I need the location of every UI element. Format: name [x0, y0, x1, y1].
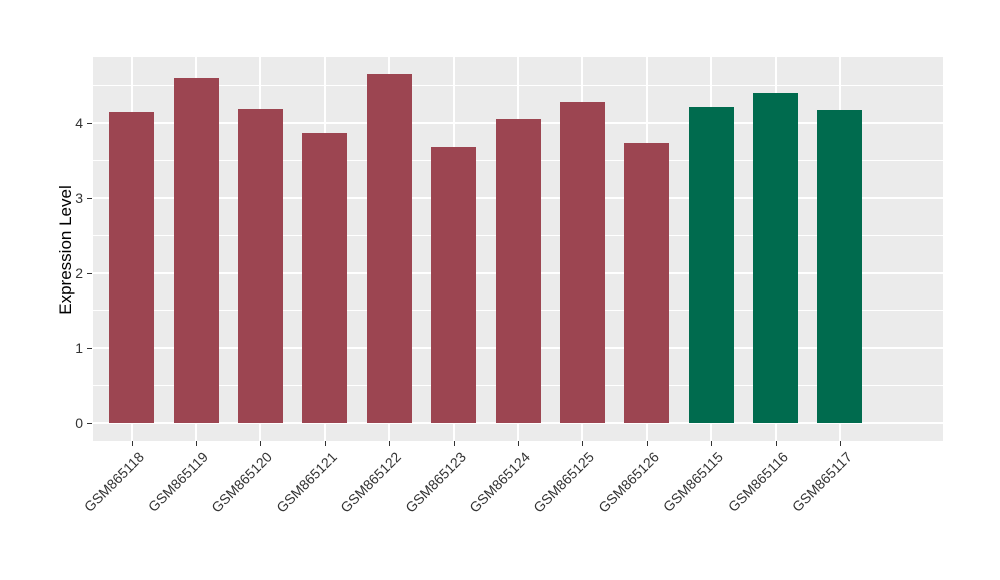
bar-GSM865125 — [559, 101, 605, 423]
bar-GSM865124 — [495, 118, 541, 423]
bar-GSM865120 — [237, 109, 283, 423]
x-tick-mark-GSM865118 — [131, 441, 133, 446]
y-axis-title: Expression Level — [56, 185, 75, 315]
x-tick-mark-GSM865115 — [711, 441, 713, 446]
bar-GSM865118 — [109, 112, 155, 423]
x-tick-mark-GSM865121 — [324, 441, 326, 446]
x-tick-mark-GSM865124 — [518, 441, 519, 446]
y-tick-mark-1 — [87, 347, 92, 349]
x-tick-label-GSM865118: GSM865118 — [80, 448, 147, 515]
x-tick-mark-GSM865122 — [389, 441, 391, 446]
bar-GSM865121 — [302, 133, 348, 423]
x-tick-label-GSM865126: GSM865126 — [594, 448, 662, 516]
y-tick-label-4: 4 — [75, 114, 83, 131]
x-tick-mark-GSM865117 — [839, 441, 841, 446]
x-tick-mark-GSM865125 — [582, 441, 584, 446]
x-tick-mark-GSM865123 — [453, 441, 455, 446]
y-tick-mark-0 — [87, 422, 92, 424]
x-tick-label-GSM865115: GSM865115 — [660, 448, 727, 515]
x-tick-mark-GSM865119 — [196, 441, 198, 446]
x-tick-label-GSM865117: GSM865117 — [788, 448, 855, 515]
bar-GSM865123 — [431, 146, 477, 423]
bar-GSM865126 — [624, 142, 670, 423]
bar-GSM865115 — [688, 106, 734, 423]
y-tick-mark-2 — [87, 272, 92, 274]
x-tick-label-GSM865122: GSM865122 — [337, 448, 405, 516]
x-tick-label-GSM865119: GSM865119 — [144, 448, 212, 515]
x-tick-mark-GSM865116 — [775, 441, 777, 446]
y-tick-label-1: 1 — [75, 339, 83, 356]
x-tick-label-GSM865120: GSM865120 — [208, 448, 276, 516]
y-tick-mark-4 — [87, 122, 92, 124]
plot-panel — [93, 57, 943, 441]
y-tick-label-3: 3 — [75, 189, 83, 206]
x-tick-mark-GSM865120 — [260, 441, 262, 446]
bar-GSM865117 — [817, 109, 863, 423]
x-tick-label-GSM865124: GSM865124 — [466, 448, 534, 516]
x-tick-mark-GSM865126 — [646, 441, 648, 446]
bar-GSM865119 — [173, 78, 219, 423]
bar-GSM865122 — [366, 73, 412, 423]
x-tick-label-GSM865121: GSM865121 — [272, 448, 340, 516]
y-tick-label-0: 0 — [75, 414, 83, 431]
bar-GSM865116 — [753, 93, 799, 423]
y-tick-label-2: 2 — [75, 264, 83, 281]
x-tick-label-GSM865125: GSM865125 — [530, 448, 598, 516]
x-tick-label-GSM865123: GSM865123 — [401, 448, 469, 516]
y-tick-mark-3 — [87, 197, 92, 199]
x-tick-label-GSM865116: GSM865116 — [724, 448, 791, 515]
